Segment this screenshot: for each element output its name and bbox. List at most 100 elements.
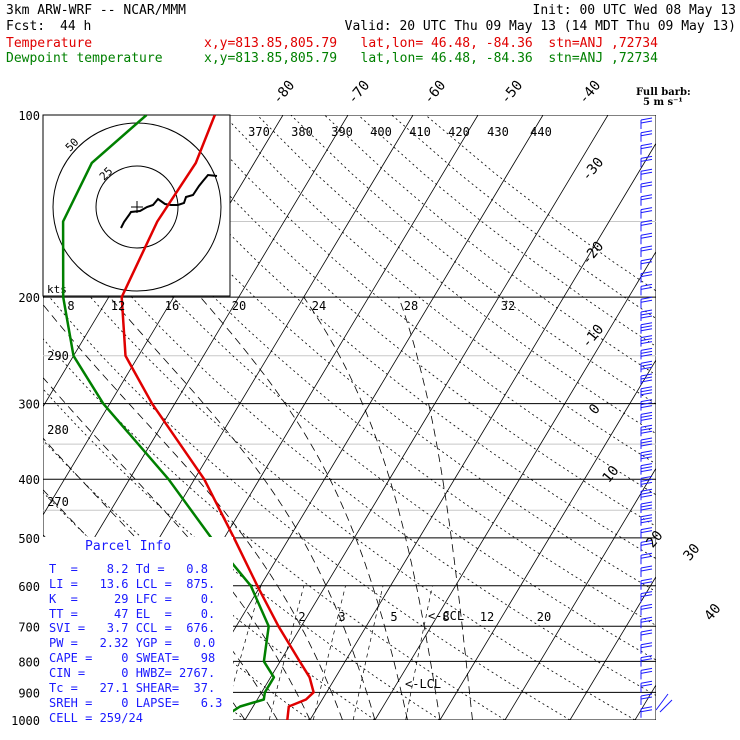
parcel-row: LI = 13.6 LCL = 875.	[49, 577, 216, 591]
wind-barb-flag	[640, 299, 653, 303]
wind-barb-flag	[640, 527, 653, 531]
parcel-row: CELL = 259/24	[49, 711, 143, 725]
wind-barb-flag	[640, 481, 653, 485]
wind-barb-flag	[640, 130, 653, 134]
wind-barb-flag	[640, 632, 653, 636]
parcel-row: TT = 47 EL = 0.	[49, 607, 216, 621]
wind-barb-flag	[640, 466, 653, 470]
wind-barb-flag	[640, 392, 653, 396]
wind-barb-flag	[640, 440, 653, 444]
wind-barb	[640, 411, 653, 424]
wind-barb-flag	[640, 414, 653, 418]
wind-barb-flag	[640, 530, 653, 534]
wind-barb-flag	[640, 417, 653, 421]
wind-barb-flag	[640, 286, 653, 290]
parcel-row: CAPE = 0 SWEAT= 98	[49, 651, 216, 665]
dry-adiabat	[88, 115, 656, 593]
mixing-ratio-line	[352, 585, 384, 720]
wind-barb	[640, 117, 653, 129]
wind-barb-flag	[640, 325, 653, 329]
wind-barb-flag	[640, 347, 653, 351]
wind-barb-flag	[640, 366, 653, 370]
wind-barb-flag	[640, 146, 653, 150]
theta-label: 290	[47, 349, 69, 363]
wind-barb-flag	[640, 283, 653, 287]
hodograph-ring-25	[95, 165, 179, 249]
wind-barb	[640, 642, 653, 654]
wind-barb-flag	[640, 706, 653, 710]
wind-barb-flag	[640, 693, 653, 697]
wind-barb-flag	[640, 683, 653, 687]
theta-label: 270	[47, 495, 69, 509]
wind-barb-flag	[640, 555, 653, 559]
forecast-hours: 44 h	[60, 19, 92, 34]
hodograph-speed-label: 24	[312, 299, 326, 313]
theta-label: 280	[47, 423, 69, 437]
dry-adiabat	[122, 115, 656, 560]
wind-barb	[640, 655, 653, 667]
wind-barb-flag	[640, 210, 653, 214]
pressure-tick-label: 400	[18, 473, 40, 487]
theta-label: 430	[487, 125, 509, 139]
wind-barb-flag	[640, 491, 653, 495]
dry-adiabat	[223, 115, 656, 465]
pressure-tick-label: 200	[18, 291, 40, 305]
wind-barb-flag	[640, 616, 653, 620]
wind-barb	[640, 578, 653, 590]
mixing-ratio-label: 2	[298, 610, 305, 624]
parcel-row: K = 29 LFC = 0.	[49, 592, 216, 606]
wind-barb-flag	[640, 133, 653, 137]
wind-barb	[640, 539, 653, 552]
isotherm-label: 30	[680, 541, 703, 564]
theta-label: 440	[530, 125, 552, 139]
dry-adiabat	[189, 115, 656, 496]
wind-barb-flag	[640, 478, 653, 482]
pressure-tick-label: 1000	[11, 714, 40, 728]
wind-barb-flag	[640, 709, 653, 713]
wind-barb-flag	[640, 594, 653, 598]
wind-barb-flag	[640, 315, 653, 319]
wind-barb	[640, 514, 653, 526]
parcel-row: CIN = 0 HWBZ= 2767.	[49, 666, 216, 680]
mixing-ratio-label: 8	[442, 610, 449, 624]
wind-barb-flag	[640, 430, 653, 434]
wind-barb	[640, 591, 653, 603]
wind-barb	[640, 335, 653, 347]
wind-barb-flag	[640, 117, 653, 121]
ccl-label: <-CCL	[428, 609, 464, 623]
dry-adiabat	[425, 115, 656, 292]
isotherm-label: -70	[345, 78, 374, 108]
wind-barb	[640, 386, 653, 398]
wind-barb-flag	[640, 261, 653, 265]
wind-barb-flag	[640, 658, 653, 662]
wind-barb-flag	[640, 696, 653, 700]
barb-legend-title: Full barb:	[636, 87, 691, 98]
wind-barb-flag	[640, 158, 653, 162]
pressure-tick-label: 100	[18, 109, 40, 123]
wind-barb-flag	[640, 312, 653, 316]
hodograph-speed-label: 28	[404, 299, 418, 313]
wind-barb-flag	[640, 245, 653, 249]
wind-barb-flag	[640, 376, 653, 380]
wind-barb-flag	[640, 194, 653, 198]
wind-barb-flag	[640, 360, 653, 364]
wind-barb-flag	[640, 539, 653, 543]
wind-barb-flag	[640, 520, 653, 524]
wind-barb-flag	[640, 552, 653, 556]
dewpoint-location: x,y=813.85,805.79 lat,lon= 46.48, -84.36…	[204, 51, 658, 66]
wind-barb	[640, 399, 653, 411]
wind-barb-flag	[640, 670, 653, 674]
dry-adiabat	[43, 239, 636, 720]
isotherm-label: 10	[599, 463, 622, 486]
mixing-ratio-label: 3	[338, 610, 345, 624]
wind-barb-flag	[640, 450, 653, 454]
wind-barb	[640, 309, 653, 321]
wind-barb-flag	[640, 143, 653, 147]
dry-adiabat	[43, 288, 571, 720]
wind-barb	[640, 603, 653, 616]
hodograph-speed-label: 12	[111, 299, 125, 313]
wind-barb	[640, 168, 653, 181]
forecast-label: Fcst:	[6, 19, 46, 34]
theta-label: 380	[291, 125, 313, 139]
mixing-ratio-label: 20	[537, 610, 551, 624]
